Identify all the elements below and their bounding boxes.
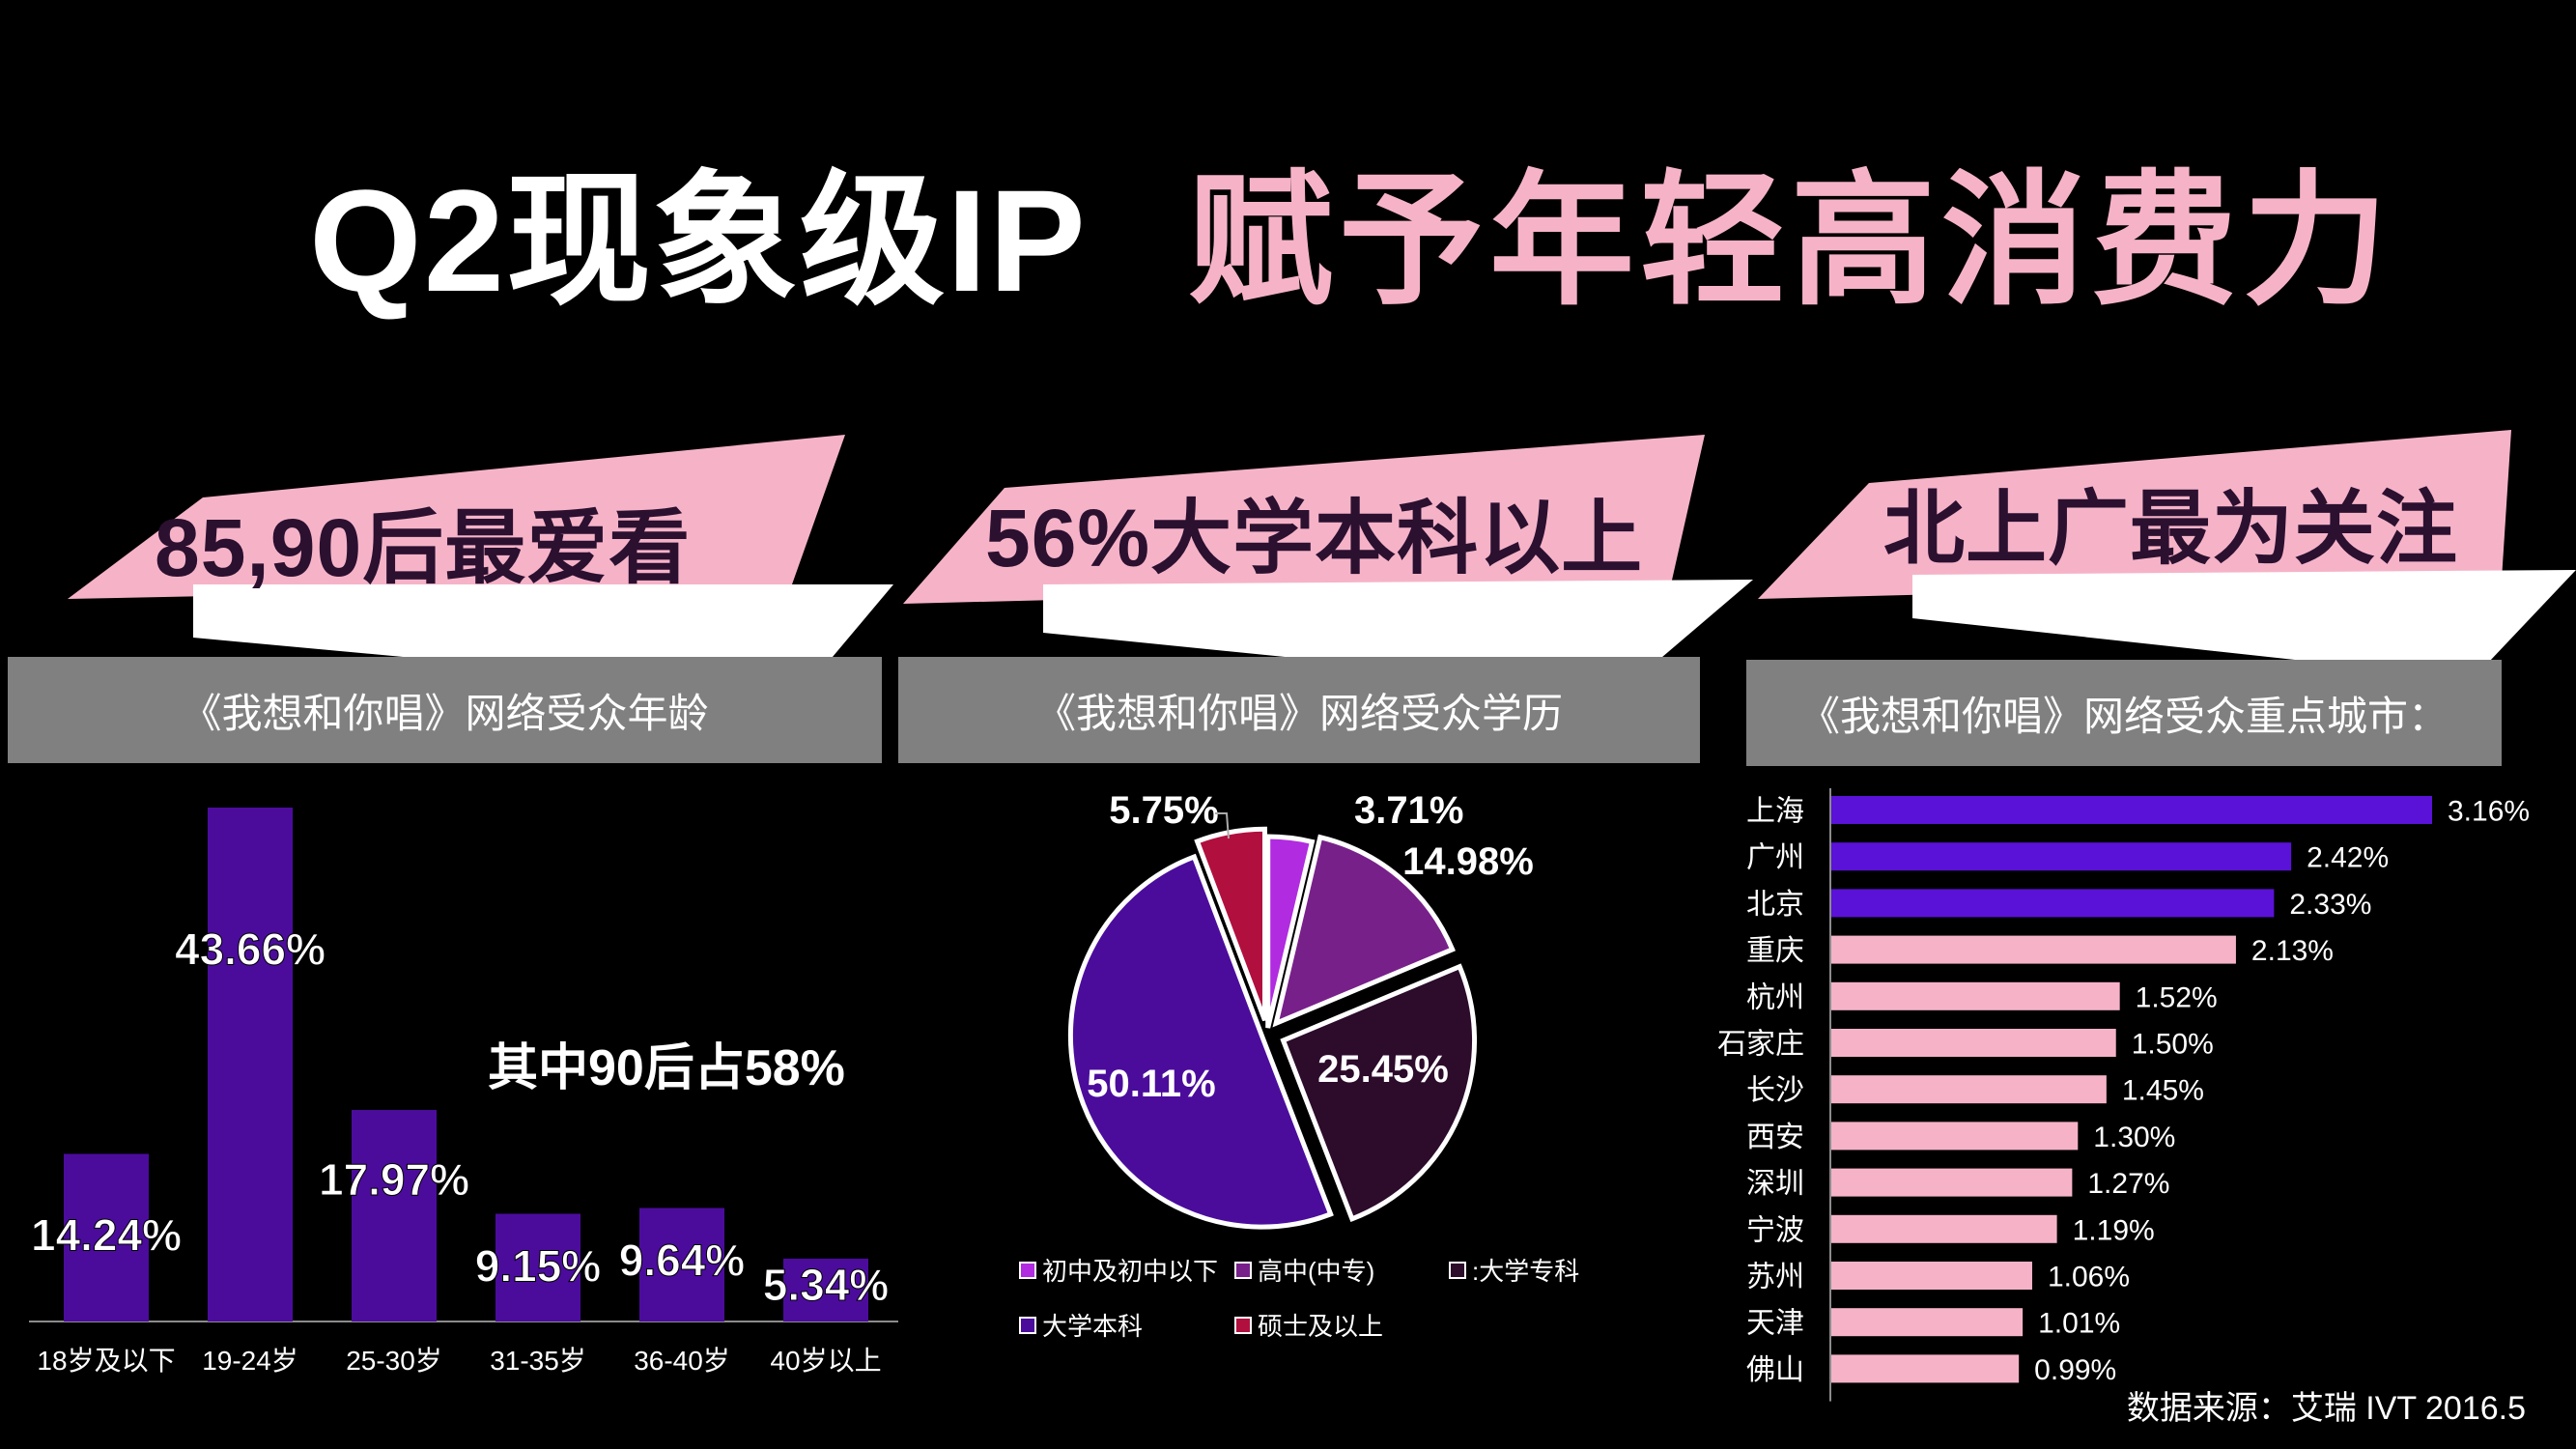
legend-label: 高中(中专) bbox=[1258, 1257, 1375, 1286]
age-data-label: 9.15% bbox=[475, 1241, 601, 1292]
page-title-left: Q2现象级IP bbox=[309, 159, 1088, 322]
city-label: 西安 bbox=[1746, 1122, 1804, 1153]
city-label: 上海 bbox=[1746, 796, 1804, 828]
note-90s-share: 其中90后占58% bbox=[488, 1040, 845, 1096]
legend-swatch bbox=[1234, 1261, 1252, 1279]
education-data-label: 3.71% bbox=[1354, 789, 1463, 832]
city-bar bbox=[1830, 796, 2432, 824]
legend-item-master: 硕士及以上 bbox=[1234, 1307, 1383, 1343]
legend-item-college: :大学专科 bbox=[1449, 1252, 1579, 1288]
subtitle-age: 《我想和你唱》网络受众年龄 bbox=[8, 657, 882, 763]
legend-label: 硕士及以上 bbox=[1258, 1312, 1384, 1341]
city-bar bbox=[1830, 1354, 2020, 1383]
legend-label: 大学本科 bbox=[1042, 1312, 1144, 1341]
city-bar bbox=[1830, 1308, 2024, 1337]
education-data-label: 14.98% bbox=[1402, 840, 1534, 883]
banner-city-shape bbox=[1758, 430, 2576, 679]
education-pie-slice bbox=[1280, 963, 1478, 1223]
age-data-label: 17.97% bbox=[319, 1154, 469, 1205]
education-data-label: 5.75% bbox=[1109, 789, 1218, 832]
city-bar bbox=[1830, 1075, 2107, 1104]
city-label: 深圳 bbox=[1746, 1168, 1804, 1200]
city-label: 石家庄 bbox=[1717, 1029, 1804, 1061]
city-data-label: 1.27% bbox=[2087, 1168, 2169, 1200]
city-label: 长沙 bbox=[1746, 1075, 1804, 1107]
city-data-label: 0.99% bbox=[2034, 1354, 2116, 1386]
city-bar bbox=[1830, 842, 2292, 871]
legend-swatch bbox=[1019, 1261, 1036, 1279]
age-bar bbox=[352, 1110, 437, 1321]
subtitle-education: 《我想和你唱》网络受众学历 bbox=[898, 657, 1700, 763]
education-pie-slice bbox=[1194, 826, 1267, 1022]
city-bar bbox=[1830, 981, 2120, 1010]
education-data-label: 25.45% bbox=[1317, 1048, 1449, 1091]
legend-item-bachelor: 大学本科 bbox=[1019, 1307, 1143, 1343]
city-data-label: 1.19% bbox=[2073, 1214, 2155, 1246]
banner-education-title: 56%大学本科以上 bbox=[985, 493, 1644, 583]
legend-swatch bbox=[1449, 1261, 1466, 1279]
education-pie-slice bbox=[1067, 853, 1334, 1230]
city-label: 天津 bbox=[1746, 1308, 1804, 1340]
city-data-label: 2.33% bbox=[2289, 889, 2371, 921]
age-data-label: 5.34% bbox=[763, 1260, 889, 1310]
age-tick-label: 19-24岁 bbox=[202, 1346, 298, 1376]
age-data-label: 14.24% bbox=[31, 1209, 182, 1260]
city-label: 苏州 bbox=[1746, 1262, 1804, 1293]
age-bar bbox=[495, 1213, 580, 1321]
age-tick-label: 25-30岁 bbox=[346, 1346, 442, 1376]
city-data-label: 3.16% bbox=[2448, 796, 2530, 828]
city-data-label: 1.06% bbox=[2048, 1262, 2130, 1293]
city-data-label: 1.01% bbox=[2038, 1308, 2120, 1340]
city-data-label: 1.50% bbox=[2132, 1029, 2214, 1061]
banner-city-title: 北上广最为关注 bbox=[1883, 483, 2459, 574]
city-data-label: 2.42% bbox=[2307, 842, 2389, 874]
education-data-label: 50.11% bbox=[1087, 1063, 1215, 1105]
education-pie-slice bbox=[1272, 834, 1456, 1028]
legend-item-highschool: 高中(中专) bbox=[1234, 1252, 1374, 1288]
city-label: 北京 bbox=[1746, 889, 1804, 921]
city-bar bbox=[1830, 1168, 2073, 1197]
city-label: 重庆 bbox=[1746, 935, 1804, 967]
city-label: 宁波 bbox=[1746, 1214, 1804, 1246]
age-data-label: 43.66% bbox=[175, 923, 326, 974]
city-bar bbox=[1830, 889, 2275, 918]
subtitle-city: 《我想和你唱》网络受众重点城市： bbox=[1746, 660, 2502, 766]
age-tick-label: 18岁及以下 bbox=[37, 1346, 175, 1376]
city-bar bbox=[1830, 1214, 2057, 1243]
city-bar bbox=[1830, 1029, 2116, 1057]
age-data-label: 9.64% bbox=[619, 1236, 745, 1286]
banner-age-title: 85,90后最爱看 bbox=[155, 502, 692, 593]
city-data-label: 1.52% bbox=[2136, 981, 2218, 1013]
city-bar bbox=[1830, 935, 2236, 964]
education-leader-line bbox=[1215, 812, 1230, 839]
city-label: 杭州 bbox=[1746, 981, 1804, 1013]
city-data-label: 2.13% bbox=[2251, 935, 2334, 967]
city-data-label: 1.30% bbox=[2093, 1122, 2175, 1153]
legend-swatch bbox=[1019, 1316, 1036, 1334]
city-bar bbox=[1830, 1262, 2032, 1290]
legend-item-junior: 初中及初中以下 bbox=[1019, 1252, 1218, 1288]
legend-label: :大学专科 bbox=[1472, 1257, 1580, 1286]
data-source: 数据来源：艾瑞 IVT 2016.5 bbox=[2126, 1390, 2526, 1427]
city-data-label: 1.45% bbox=[2122, 1075, 2204, 1107]
age-tick-label: 36-40岁 bbox=[634, 1346, 730, 1376]
age-tick-label: 40岁以上 bbox=[770, 1346, 881, 1376]
age-bar bbox=[208, 808, 293, 1321]
city-label: 佛山 bbox=[1746, 1354, 1804, 1386]
legend-label: 初中及初中以下 bbox=[1042, 1257, 1219, 1286]
age-bar bbox=[64, 1153, 149, 1321]
age-bar bbox=[783, 1258, 868, 1321]
page-title-right: 赋予年轻高消费力 bbox=[1188, 159, 2394, 322]
legend-swatch bbox=[1234, 1316, 1252, 1334]
city-label: 广州 bbox=[1746, 842, 1804, 874]
age-bar bbox=[639, 1208, 724, 1321]
city-bar bbox=[1830, 1122, 2079, 1151]
age-tick-label: 31-35岁 bbox=[490, 1346, 586, 1376]
education-pie-slice bbox=[1265, 834, 1316, 1029]
